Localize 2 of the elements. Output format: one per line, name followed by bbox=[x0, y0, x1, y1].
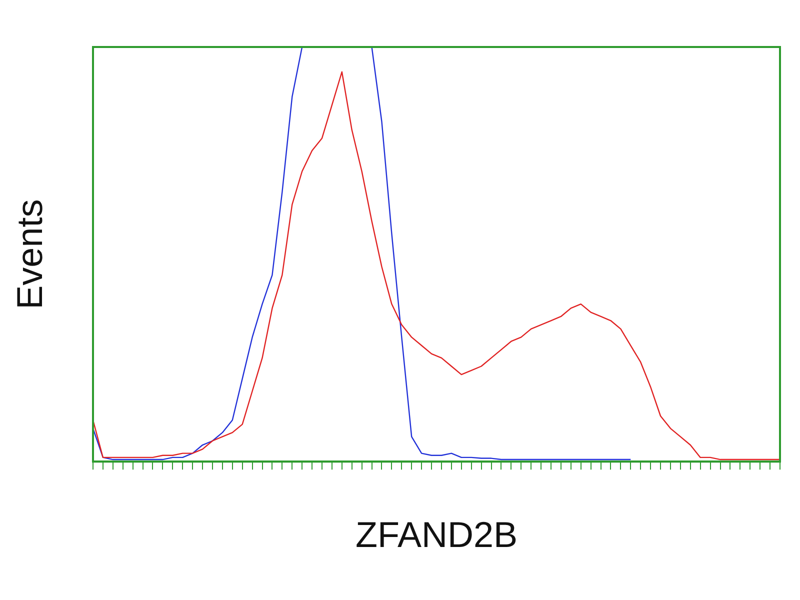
y-axis-title: Events bbox=[8, 199, 50, 310]
x-axis-title: ZFAND2B bbox=[355, 514, 518, 555]
